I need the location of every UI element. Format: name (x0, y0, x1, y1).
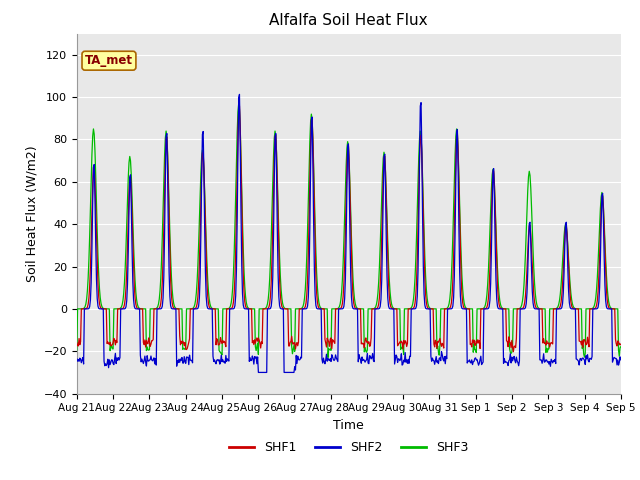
Title: Alfalfa Soil Heat Flux: Alfalfa Soil Heat Flux (269, 13, 428, 28)
Text: TA_met: TA_met (85, 54, 133, 67)
Legend: SHF1, SHF2, SHF3: SHF1, SHF2, SHF3 (224, 436, 474, 459)
Y-axis label: Soil Heat Flux (W/m2): Soil Heat Flux (W/m2) (25, 145, 38, 282)
X-axis label: Time: Time (333, 419, 364, 432)
